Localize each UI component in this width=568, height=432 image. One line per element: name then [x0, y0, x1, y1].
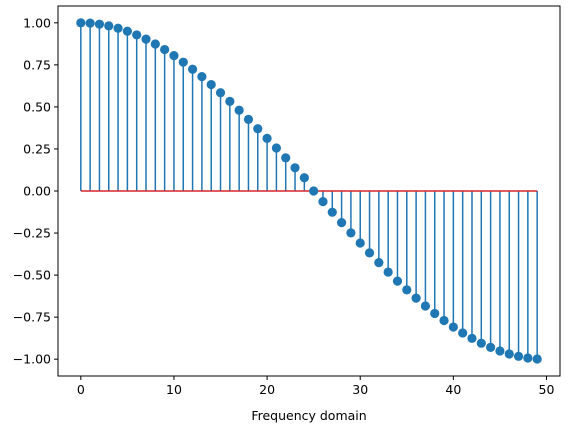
stem-marker — [374, 258, 384, 268]
stem-marker — [327, 207, 337, 217]
stem-marker — [76, 18, 86, 28]
stem-marker — [504, 349, 514, 359]
stem-marker — [430, 308, 440, 319]
stem-marker — [476, 338, 486, 348]
y-tick-label: −0.50 — [13, 268, 51, 283]
stem-marker — [197, 72, 207, 82]
stem-marker — [336, 218, 347, 228]
y-tick-label: 0.25 — [23, 141, 51, 156]
stem-marker — [281, 153, 291, 163]
stem-marker — [420, 301, 431, 311]
stem-marker — [104, 21, 114, 31]
x-tick-label: 0 — [77, 382, 85, 397]
stem-marker — [318, 196, 328, 207]
stem-marker — [467, 333, 477, 343]
stem-marker — [160, 44, 170, 55]
stem-marker — [113, 23, 123, 33]
y-tick-label: 0.50 — [23, 99, 51, 114]
stem-marker — [271, 143, 282, 153]
x-tick-label: 50 — [539, 382, 555, 397]
stem-marker — [94, 19, 105, 29]
y-tick-label: −1.00 — [13, 352, 51, 367]
x-axis-ticks: 0 10 20 30 40 50 — [77, 376, 555, 397]
stem-marker — [169, 51, 179, 61]
stem-marker — [243, 114, 254, 124]
stem-marker — [383, 267, 393, 277]
x-tick-label: 20 — [259, 382, 275, 397]
stem-marker — [448, 322, 458, 332]
stem-marker — [402, 285, 412, 295]
stem-marker — [187, 64, 198, 74]
stem-marker — [439, 315, 449, 326]
x-tick-label: 40 — [445, 382, 461, 397]
stem-marker — [392, 276, 403, 286]
stem-marker — [309, 186, 319, 196]
markers-layer — [76, 18, 542, 364]
stem-marker — [253, 124, 263, 134]
y-tick-label: 0.00 — [23, 184, 51, 199]
stem-marker — [206, 79, 216, 90]
stem-marker — [215, 88, 226, 98]
stem-marker — [234, 105, 244, 115]
stem-marker — [346, 228, 356, 238]
stem-marker — [85, 18, 95, 28]
stem-marker — [523, 353, 533, 363]
stem-marker — [262, 133, 272, 143]
stem-marker — [290, 163, 300, 173]
stem-marker — [178, 57, 188, 67]
stem-marker — [411, 293, 421, 303]
stem-marker — [132, 30, 142, 40]
stem-marker — [225, 96, 235, 106]
stem-marker — [458, 328, 468, 338]
y-tick-label: −0.25 — [13, 226, 51, 241]
stems-layer — [80, 22, 538, 360]
stem-marker — [299, 173, 309, 183]
y-axis-ticks: 1.00 0.75 0.50 0.25 0.00 −0.25 −0.50 −0.75 −1.00 — [13, 15, 58, 367]
x-tick-label: 30 — [352, 382, 368, 397]
stem-marker — [513, 351, 524, 361]
stem-marker — [532, 354, 542, 364]
stem-marker — [364, 248, 375, 258]
x-tick-label: 10 — [166, 382, 182, 397]
x-axis-label: Frequency domain — [251, 408, 366, 423]
stem-marker — [141, 34, 151, 44]
stem-marker — [495, 346, 505, 356]
y-tick-label: 0.75 — [23, 57, 51, 72]
y-tick-label: 1.00 — [23, 15, 51, 30]
stem-marker — [486, 342, 496, 353]
stem-marker — [122, 26, 132, 36]
stem-marker — [355, 238, 365, 248]
stem-marker — [150, 39, 160, 49]
y-tick-label: −0.75 — [13, 310, 51, 325]
